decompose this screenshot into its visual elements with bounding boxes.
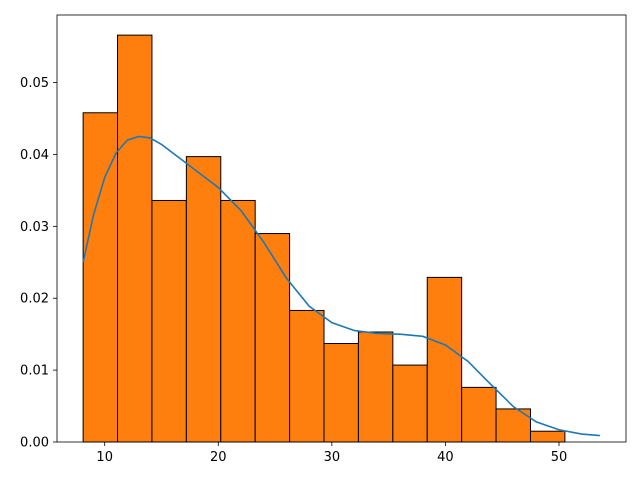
y-tick-label: 0.04 — [20, 148, 49, 163]
plot-frame — [56, 14, 627, 443]
histogram-bar — [254, 233, 291, 443]
histogram-bar — [392, 364, 428, 443]
bars-group — [82, 34, 566, 443]
histogram-bar — [529, 430, 566, 443]
y-tick-label: 0.05 — [20, 76, 49, 91]
x-tick-label: 50 — [551, 450, 568, 465]
x-tick-label: 30 — [324, 450, 341, 465]
histogram-bar — [220, 199, 256, 443]
histogram-bar — [185, 156, 222, 443]
x-tick-label: 20 — [210, 450, 227, 465]
histogram-bar — [461, 386, 497, 443]
histogram-bar — [151, 199, 187, 443]
x-tick-label: 10 — [96, 450, 113, 465]
y-tick-label: 0.00 — [20, 436, 49, 451]
y-tick-label: 0.02 — [20, 292, 49, 307]
histogram-bar — [289, 309, 325, 443]
histogram-bar — [357, 331, 394, 443]
x-tick-label: 40 — [437, 450, 454, 465]
histogram-bar — [323, 343, 359, 443]
y-tick-label: 0.03 — [20, 220, 49, 235]
x-axis-ticks: 10 20 30 40 50 — [96, 442, 567, 465]
y-axis-ticks: 0.00 0.01 0.02 0.03 0.04 0.05 — [20, 76, 57, 451]
kde-line — [82, 135, 600, 437]
histogram-bar — [82, 112, 119, 443]
histogram-bar — [117, 34, 153, 443]
y-tick-label: 0.01 — [20, 364, 49, 379]
histogram-bar — [426, 276, 463, 443]
